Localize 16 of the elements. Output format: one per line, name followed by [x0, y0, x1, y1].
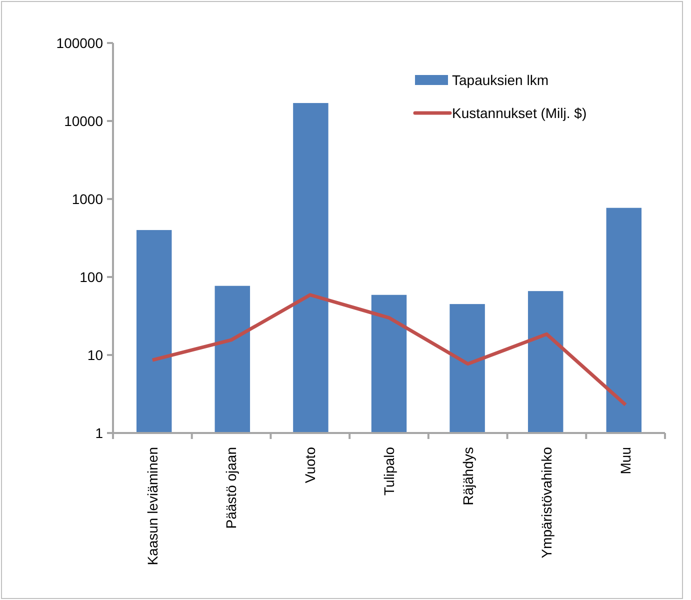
y-tick-label: 10: [87, 346, 104, 363]
legend-label: Tapauksien lkm: [452, 72, 548, 88]
x-tick-label: Ympäristövahinko: [538, 446, 555, 558]
x-tick-label: Vuoto: [302, 446, 318, 484]
y-tick-label: 100000: [56, 34, 104, 51]
y-tick-label: 1000: [72, 190, 104, 207]
x-tick-label: Kaasun leviäminen: [144, 447, 160, 566]
legend-label: Kustannukset (Milj. $): [452, 104, 587, 121]
y-tick-label: 1: [95, 424, 104, 441]
y-tick-label: 10000: [64, 112, 104, 129]
line-series: [150, 293, 628, 407]
y-tick-label: 100: [80, 268, 104, 285]
x-tick-label: Räjähdys: [460, 447, 476, 506]
x-tick-label: Muu: [617, 447, 634, 474]
x-tick-label: Tulipalo: [380, 446, 397, 496]
x-tick-label: Päästö ojaan: [223, 447, 240, 529]
